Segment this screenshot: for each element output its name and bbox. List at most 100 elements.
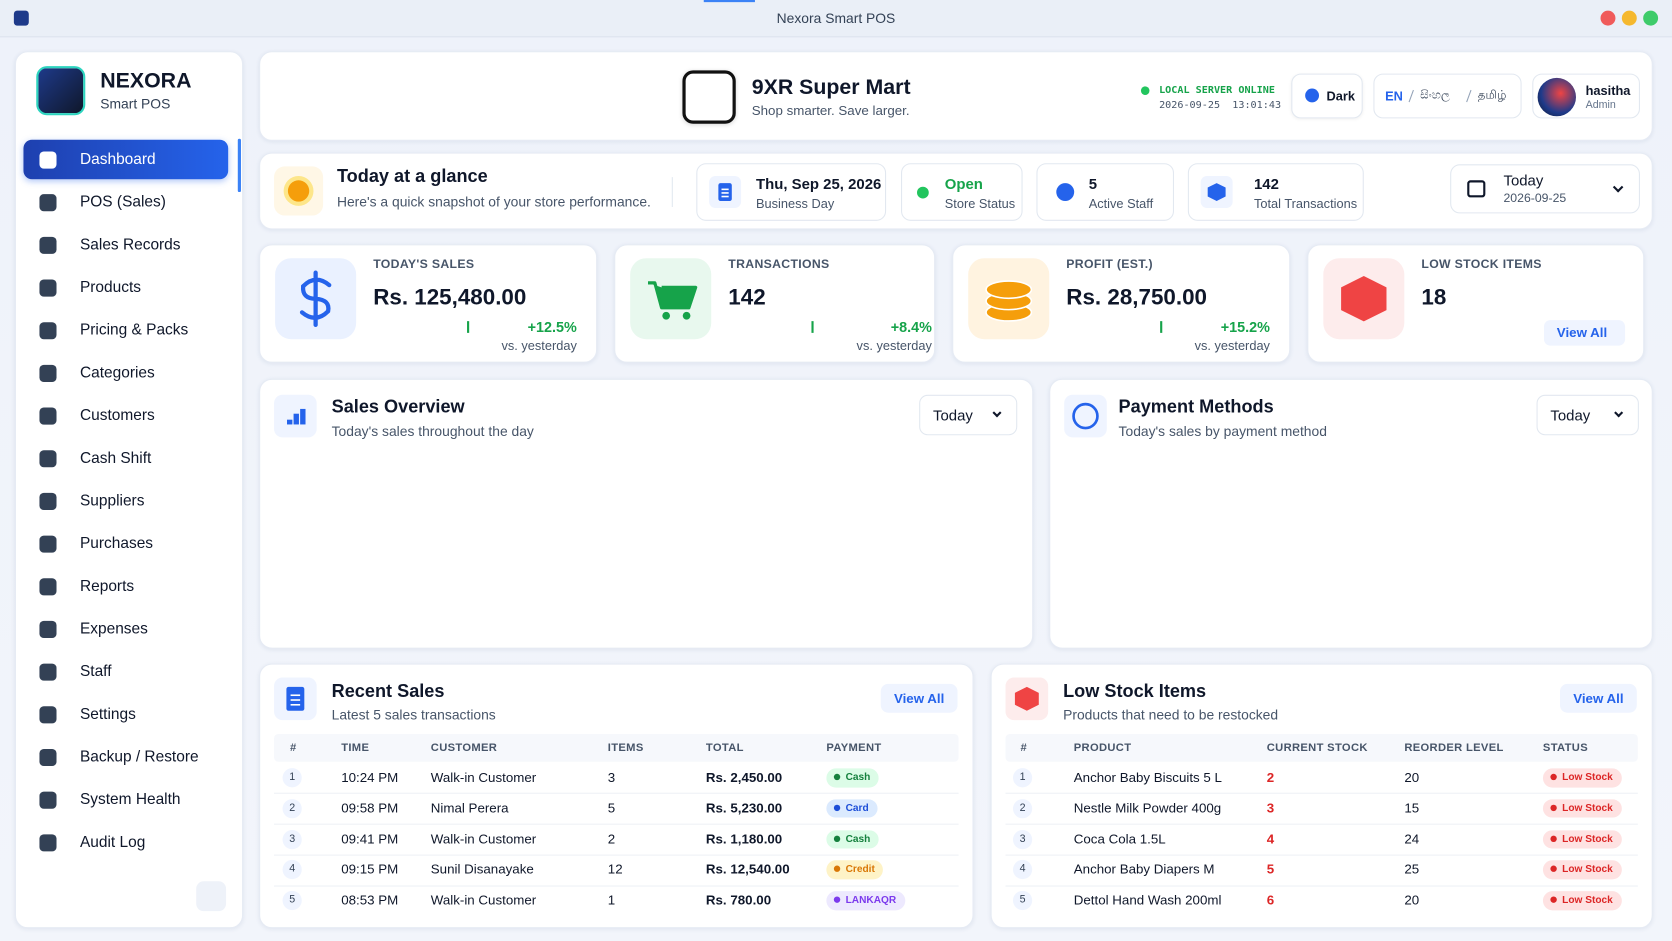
kpi-icon	[968, 258, 1050, 340]
avatar	[1537, 77, 1576, 117]
menu-icon	[39, 706, 57, 724]
table-icon	[274, 677, 317, 721]
icon-glyph	[287, 408, 306, 425]
glance-value: Open	[944, 174, 983, 193]
glance-label: Total Transactions	[1253, 196, 1358, 212]
column-header: #	[290, 741, 297, 755]
table-cell: Dettol Hand Wash 200ml	[1073, 892, 1222, 908]
table-cell: 12	[607, 862, 623, 878]
glance-value: Thu, Sep 25, 2026	[756, 174, 882, 193]
menu-icon	[39, 791, 57, 809]
kpi-link: View All	[1556, 325, 1608, 341]
window-button[interactable]	[1621, 10, 1637, 26]
status-pill: Low Stock	[1542, 860, 1622, 880]
column-header: STATUS	[1542, 741, 1588, 755]
row-divider	[1005, 793, 1638, 795]
table-subtitle: Products that need to be restocked	[1063, 706, 1279, 723]
status-pill: Low Stock	[1542, 891, 1622, 910]
row-index: 5	[1019, 894, 1026, 906]
period-select[interactable]	[1450, 164, 1640, 214]
table-cell: 1	[607, 892, 616, 908]
table-cell: 2	[607, 831, 616, 847]
menu-icon	[39, 194, 57, 212]
menu-icon	[39, 322, 57, 340]
status-pill: Low Stock	[1542, 768, 1622, 788]
row-index: 5	[289, 894, 296, 906]
window-button[interactable]	[1643, 10, 1659, 26]
menu-item[interactable]: Reports	[79, 577, 135, 596]
column-header: PRODUCT	[1073, 741, 1132, 755]
kpi-value: Rs. 125,480.00	[373, 285, 527, 310]
theme-button[interactable]	[1291, 73, 1363, 119]
menu-item[interactable]: Products	[79, 279, 142, 297]
pill-dot	[1550, 804, 1557, 811]
row-divider	[274, 885, 959, 887]
icon-glyph	[286, 686, 305, 711]
pill-dot	[1550, 896, 1557, 904]
brand-logo	[36, 66, 86, 116]
view-all-button[interactable]	[880, 683, 958, 713]
up-arrow	[467, 321, 470, 333]
server-status: LOCAL SERVER ONLINE	[1159, 84, 1275, 97]
menu-icon	[39, 151, 57, 169]
glyph	[682, 311, 691, 320]
column-header: CURRENT STOCK	[1266, 741, 1368, 755]
table-subtitle: Latest 5 sales transactions	[331, 706, 496, 723]
menu-item[interactable]: System Health	[79, 791, 181, 809]
column-header: #	[1020, 741, 1027, 755]
menu-item[interactable]: Backup / Restore	[79, 748, 199, 766]
view-all-button[interactable]	[1559, 683, 1637, 713]
menu-item[interactable]: Categories	[79, 364, 155, 382]
period-select[interactable]	[919, 394, 1018, 436]
menu-item[interactable]: Expenses	[79, 620, 148, 638]
user-role: Admin	[1585, 99, 1616, 111]
glance-label: Active Staff	[1088, 196, 1154, 212]
menu-item[interactable]: Suppliers	[79, 492, 145, 510]
sun	[287, 180, 310, 202]
table-cell: 10:24 PM	[341, 770, 399, 785]
period-select[interactable]	[1536, 394, 1639, 436]
menu-item[interactable]: Dashboard	[79, 151, 156, 169]
menu-item[interactable]: Sales Records	[79, 236, 181, 254]
menu-item[interactable]: Settings	[79, 706, 136, 724]
menu-item[interactable]: Pricing & Packs	[79, 321, 189, 340]
table-cell: Rs. 2,450.00	[705, 770, 783, 785]
menu-icon	[39, 236, 57, 254]
table-link: View All	[893, 691, 945, 707]
payment-pill: Cash	[826, 829, 879, 849]
glance-label: Business Day	[756, 196, 835, 212]
menu-item[interactable]: POS (Sales)	[79, 193, 166, 211]
brand-product: Smart POS	[100, 95, 171, 112]
row-index: 4	[289, 863, 296, 876]
moon-icon	[1305, 88, 1320, 103]
table-cell: 3	[1266, 800, 1275, 816]
view-all-button[interactable]	[1544, 320, 1626, 346]
chart-title: Payment Methods	[1118, 396, 1274, 417]
table-cell: 24	[1404, 831, 1420, 847]
glyph	[286, 686, 305, 711]
column-header: ITEMS	[607, 741, 644, 755]
language-switch[interactable]	[1373, 73, 1522, 119]
period-value: Today	[1503, 171, 1544, 189]
menu-item[interactable]: Staff	[79, 663, 112, 681]
kpi-label: TODAY'S SALES	[373, 258, 475, 272]
table-title: Low Stock Items	[1063, 681, 1207, 702]
column-header: REORDER LEVEL	[1404, 741, 1504, 755]
kpi-label: LOW STOCK ITEMS	[1421, 258, 1542, 272]
menu-active[interactable]	[23, 139, 229, 180]
collapse-button[interactable]	[196, 881, 227, 912]
app-icon	[13, 10, 29, 26]
kpi-value: Rs. 28,750.00	[1066, 285, 1207, 310]
payment-pill: LANKAQR	[826, 891, 905, 910]
menu-item[interactable]: Customers	[79, 407, 155, 425]
table-cell: Walk-in Customer	[430, 831, 537, 847]
menu-item[interactable]: Cash Shift	[79, 449, 152, 468]
menu-item[interactable]: Audit Log	[79, 834, 146, 852]
window-button[interactable]	[1600, 10, 1616, 26]
menu-icon	[39, 407, 57, 425]
payment-pill: Card	[826, 799, 878, 818]
menu-item[interactable]: Purchases	[79, 535, 154, 553]
glance-value: 142	[1253, 174, 1279, 193]
table-cell: 09:41 PM	[341, 831, 399, 847]
icon-glyph	[299, 270, 332, 327]
